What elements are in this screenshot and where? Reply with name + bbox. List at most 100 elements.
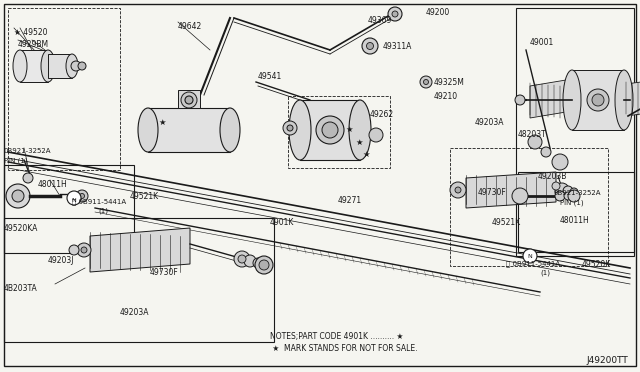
Text: 0B921-3252A: 0B921-3252A <box>4 148 51 154</box>
Ellipse shape <box>289 100 311 160</box>
Text: ★ 49520: ★ 49520 <box>14 28 47 37</box>
Circle shape <box>234 251 250 267</box>
Text: NOTES;PART CODE 4901K .......... ★: NOTES;PART CODE 4901K .......... ★ <box>270 332 403 341</box>
Text: 49520KA: 49520KA <box>4 224 38 233</box>
Text: 49203J: 49203J <box>48 256 74 265</box>
Circle shape <box>552 154 568 170</box>
Polygon shape <box>178 90 200 108</box>
Circle shape <box>455 187 461 193</box>
Text: 49210: 49210 <box>434 92 458 101</box>
Polygon shape <box>466 172 556 208</box>
Circle shape <box>255 256 273 274</box>
Circle shape <box>76 190 88 202</box>
Text: 49203A: 49203A <box>475 118 504 127</box>
Text: 49730F: 49730F <box>150 268 179 277</box>
Polygon shape <box>572 70 624 130</box>
Text: ★: ★ <box>158 118 166 127</box>
Circle shape <box>563 186 573 196</box>
Polygon shape <box>148 108 230 152</box>
Text: 0B921-3252A: 0B921-3252A <box>554 190 602 196</box>
Text: 49001: 49001 <box>530 38 554 47</box>
Text: ⓝ 0B911-5441A: ⓝ 0B911-5441A <box>72 198 126 205</box>
Text: (1): (1) <box>540 270 550 276</box>
Circle shape <box>552 182 560 190</box>
Ellipse shape <box>587 89 609 111</box>
Text: ★  MARK STANDS FOR NOT FOR SALE.: ★ MARK STANDS FOR NOT FOR SALE. <box>270 344 417 353</box>
Circle shape <box>244 255 256 267</box>
Ellipse shape <box>349 100 371 160</box>
Text: 4B203TA: 4B203TA <box>4 284 38 293</box>
Circle shape <box>259 260 269 270</box>
Circle shape <box>362 38 378 54</box>
Ellipse shape <box>563 70 581 130</box>
Circle shape <box>79 193 84 199</box>
Text: 48203T: 48203T <box>518 130 547 139</box>
Ellipse shape <box>615 70 633 130</box>
Text: 49541: 49541 <box>258 72 282 81</box>
Text: N: N <box>527 254 532 260</box>
Circle shape <box>69 245 79 255</box>
Circle shape <box>564 192 572 200</box>
Ellipse shape <box>592 94 604 106</box>
Bar <box>516 8 634 256</box>
Text: 49642: 49642 <box>178 22 202 31</box>
Text: 49311A: 49311A <box>383 42 412 51</box>
Bar <box>4 218 274 342</box>
Text: 49203A: 49203A <box>120 308 150 317</box>
Circle shape <box>420 76 432 88</box>
Text: PIN (1): PIN (1) <box>4 158 28 164</box>
Text: 49369: 49369 <box>368 16 392 25</box>
Circle shape <box>367 42 374 49</box>
Bar <box>288 96 390 168</box>
Circle shape <box>570 188 578 196</box>
Text: 49271: 49271 <box>338 196 362 205</box>
Circle shape <box>81 247 87 253</box>
Polygon shape <box>90 228 190 272</box>
Circle shape <box>515 95 525 105</box>
Ellipse shape <box>13 50 27 82</box>
Circle shape <box>568 190 580 202</box>
Circle shape <box>238 255 246 263</box>
Circle shape <box>555 183 569 197</box>
Ellipse shape <box>41 50 55 82</box>
Circle shape <box>283 121 297 135</box>
Text: 4901K: 4901K <box>270 218 294 227</box>
Text: 49203B: 49203B <box>538 172 568 181</box>
Text: (1): (1) <box>98 208 108 215</box>
Circle shape <box>512 188 528 204</box>
Bar <box>450 148 608 266</box>
Circle shape <box>77 243 91 257</box>
Circle shape <box>287 125 293 131</box>
Bar <box>518 172 634 252</box>
Polygon shape <box>20 50 48 82</box>
Circle shape <box>253 258 263 268</box>
Text: N: N <box>72 198 76 202</box>
Circle shape <box>181 92 197 108</box>
Text: J49200TT: J49200TT <box>586 356 628 365</box>
Ellipse shape <box>220 108 240 152</box>
Text: 49200: 49200 <box>426 8 451 17</box>
Ellipse shape <box>316 116 344 144</box>
Text: 49520K: 49520K <box>582 260 611 269</box>
Ellipse shape <box>138 108 158 152</box>
Circle shape <box>67 191 81 205</box>
Circle shape <box>555 191 565 201</box>
Circle shape <box>541 147 551 157</box>
Ellipse shape <box>66 54 78 78</box>
Text: 49730F: 49730F <box>478 188 507 197</box>
Text: ★: ★ <box>345 125 353 134</box>
Text: 49521K: 49521K <box>130 192 159 201</box>
Text: 48011H: 48011H <box>560 216 589 225</box>
Bar <box>4 165 134 253</box>
Circle shape <box>23 173 33 183</box>
Circle shape <box>392 11 398 17</box>
Text: 49521K: 49521K <box>492 218 521 227</box>
Circle shape <box>523 249 537 263</box>
Text: PIN (1): PIN (1) <box>560 200 584 206</box>
Text: ⓝ 0B911-5441A: ⓝ 0B911-5441A <box>506 260 560 267</box>
Polygon shape <box>300 100 360 160</box>
Polygon shape <box>530 80 566 118</box>
Text: ★: ★ <box>362 150 369 159</box>
Circle shape <box>388 7 402 21</box>
Polygon shape <box>48 54 72 78</box>
